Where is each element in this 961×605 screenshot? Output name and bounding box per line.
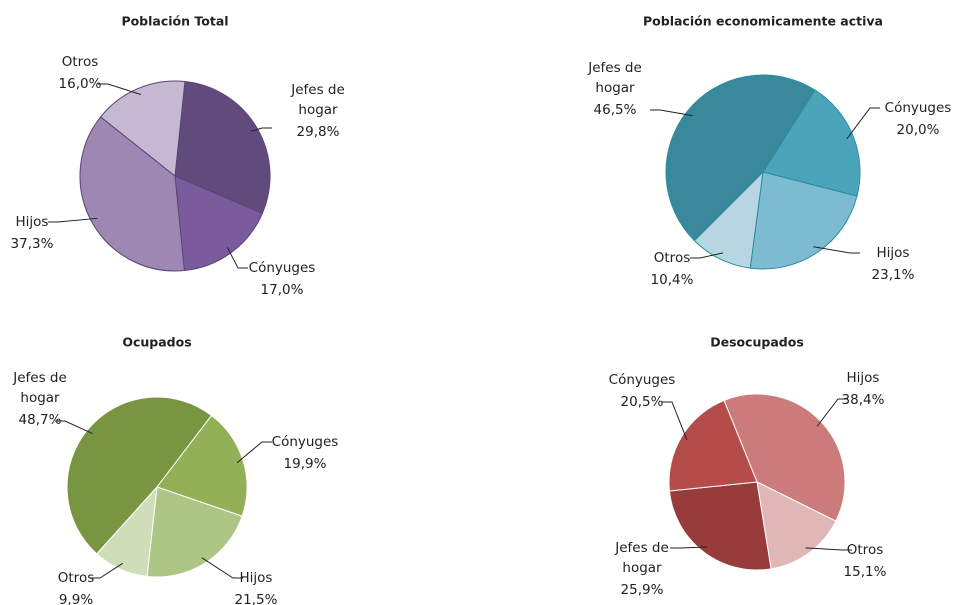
slice-label: Cónyuges xyxy=(885,100,952,116)
pie-slice xyxy=(174,80,271,215)
leader-line xyxy=(690,252,724,259)
pie-slice xyxy=(174,175,263,272)
leader-line xyxy=(201,557,243,579)
pie-slice xyxy=(665,74,816,242)
leader-line xyxy=(98,83,141,96)
slice-label: Otros xyxy=(62,54,98,70)
slice-label: Jefes de hogar xyxy=(290,82,345,118)
chart-title: Población Total xyxy=(121,14,228,29)
slice-label: Otros xyxy=(847,542,883,558)
leader-line xyxy=(662,401,688,440)
pie-slice xyxy=(756,481,837,570)
value-label: 46,5% xyxy=(594,102,637,118)
leader-line xyxy=(251,127,272,132)
leader-line xyxy=(805,547,852,551)
slice-label: Cónyuges xyxy=(609,372,676,388)
slice-label: Hijos xyxy=(240,570,273,586)
leader-line xyxy=(813,246,860,254)
pie-slice xyxy=(668,399,758,492)
slice-label: Jefes de hogar xyxy=(12,370,67,406)
value-label: 9,9% xyxy=(59,592,93,605)
value-label: 20,5% xyxy=(621,394,664,410)
pie-slice xyxy=(762,89,861,197)
leader-line xyxy=(846,107,880,140)
value-label: 21,5% xyxy=(235,592,278,605)
pie-slice xyxy=(146,486,243,578)
slice-label: Hijos xyxy=(847,370,880,386)
value-label: 25,9% xyxy=(621,582,664,598)
leader-line xyxy=(650,109,693,117)
slice-label: Jefes de hogar xyxy=(587,60,642,96)
leader-line xyxy=(48,217,98,223)
value-label: 19,9% xyxy=(284,456,327,472)
pie-slice xyxy=(749,171,858,270)
pie-slice xyxy=(99,80,186,177)
slice-label: Otros xyxy=(58,570,94,586)
value-label: 23,1% xyxy=(872,267,915,283)
leader-line xyxy=(236,441,272,464)
pie-slice xyxy=(693,170,764,269)
chart-title: Población economicamente activa xyxy=(643,14,883,29)
slice-label: Hijos xyxy=(16,214,49,230)
value-label: 29,8% xyxy=(297,124,340,140)
leader-line xyxy=(226,247,248,269)
value-label: 37,3% xyxy=(11,236,54,252)
pie-slice xyxy=(668,481,772,571)
slice-label: Cónyuges xyxy=(249,260,316,276)
value-label: 48,7% xyxy=(19,412,62,428)
chart-title: Ocupados xyxy=(122,335,191,350)
leader-line xyxy=(816,398,848,427)
leader-line xyxy=(670,546,708,549)
value-label: 20,0% xyxy=(897,122,940,138)
leader-line xyxy=(55,420,93,435)
slice-label: Jefes de hogar xyxy=(614,540,669,576)
pie-slice xyxy=(79,116,185,272)
value-label: 38,4% xyxy=(842,392,885,408)
slice-label: Hijos xyxy=(877,245,910,261)
pie-slice xyxy=(156,414,248,517)
value-label: 10,4% xyxy=(651,272,694,288)
slice-label: Cónyuges xyxy=(272,434,339,450)
pie-slice xyxy=(66,396,213,555)
leader-line xyxy=(90,562,123,579)
slice-label: Otros xyxy=(654,250,690,266)
value-label: 16,0% xyxy=(59,76,102,92)
chart-title: Desocupados xyxy=(710,335,804,350)
value-label: 15,1% xyxy=(844,564,887,580)
pie-slice xyxy=(96,485,158,577)
value-label: 17,0% xyxy=(261,282,304,298)
pie-slice xyxy=(723,393,846,522)
